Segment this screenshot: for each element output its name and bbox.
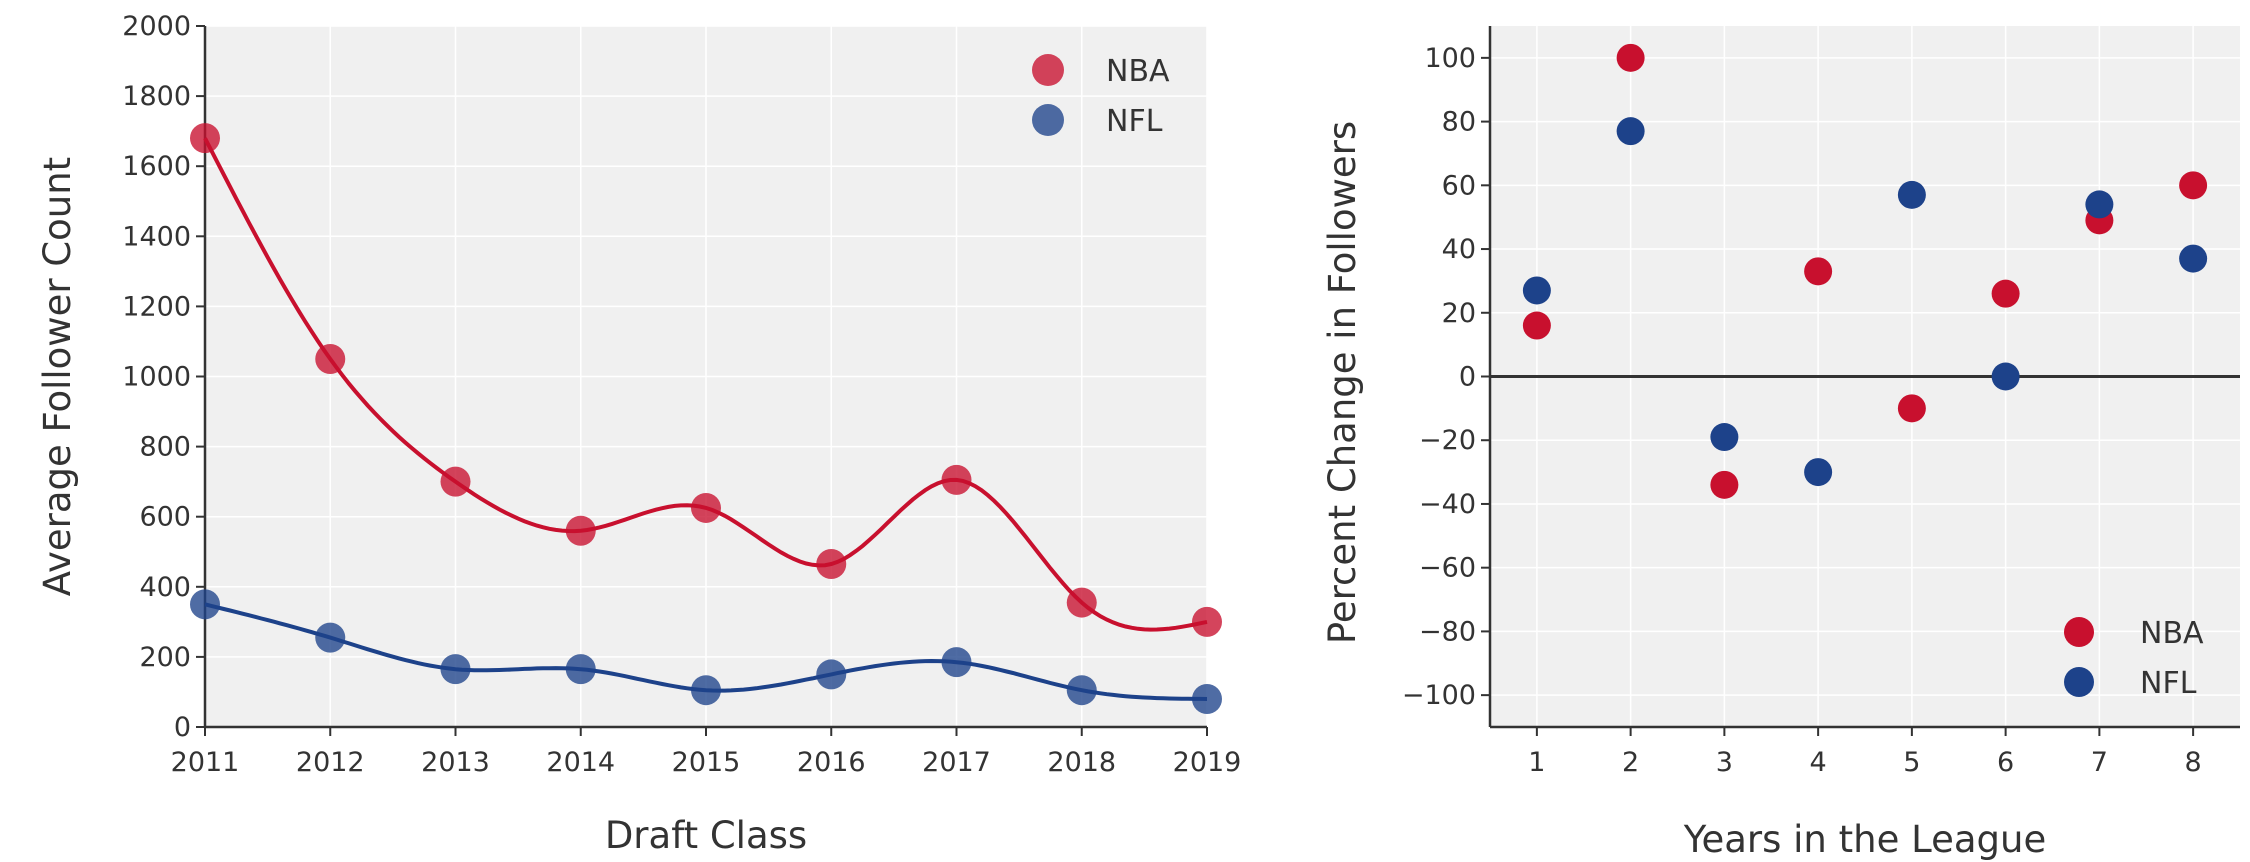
y-tick-label: 600: [139, 502, 191, 533]
x-tick-label: 5: [1903, 747, 1920, 778]
y-tick-label: 200: [139, 642, 191, 673]
data-point-nfl: [1192, 683, 1222, 714]
data-point-nfl: [1897, 180, 1926, 209]
data-point-nfl: [2085, 190, 2114, 219]
y-tick-label: −100: [1402, 680, 1476, 711]
y-tick-label: 60: [1442, 170, 1476, 201]
y-tick-label: −80: [1419, 616, 1476, 647]
data-point-nfl: [2179, 244, 2208, 273]
data-point-nba: [565, 515, 596, 546]
data-point-nfl: [691, 675, 721, 706]
data-point-nba: [1897, 394, 1926, 423]
data-point-nba: [2179, 171, 2208, 200]
data-point-nba: [1616, 43, 1645, 72]
x-tick-label: 7: [2091, 747, 2108, 778]
x-tick-label: 2019: [1173, 747, 1242, 778]
x-tick-label: 2017: [922, 747, 991, 778]
data-point-nfl: [1616, 117, 1645, 146]
data-point-nfl: [440, 654, 471, 685]
y-tick-label: 40: [1442, 234, 1476, 265]
y-tick-label: 1400: [122, 221, 191, 252]
data-point-nba: [1991, 279, 2020, 308]
y-tick-label: 100: [1424, 43, 1476, 74]
legend-marker-nba: [1032, 54, 1064, 86]
x-tick-label: 2013: [421, 747, 490, 778]
data-point-nba: [941, 464, 972, 495]
data-point-nfl: [1710, 423, 1739, 452]
legend-marker-nba: [2064, 617, 2094, 647]
x-tick-label: 2014: [546, 747, 615, 778]
y-tick-label: 2000: [122, 11, 191, 42]
y-axis-label: Average Follower Count: [36, 157, 79, 596]
x-axis-label: Draft Class: [605, 814, 807, 857]
x-tick-label: 8: [2185, 747, 2202, 778]
y-tick-label: 1800: [122, 81, 191, 112]
x-tick-label: 2: [1622, 747, 1639, 778]
data-point-nfl: [1804, 458, 1833, 487]
y-tick-label: 800: [139, 432, 191, 463]
data-point-nfl: [1522, 276, 1551, 305]
data-point-nfl: [1991, 362, 2020, 391]
data-point-nba: [1522, 311, 1551, 340]
x-tick-label: 2018: [1047, 747, 1116, 778]
data-point-nfl: [941, 647, 972, 678]
y-tick-label: 1200: [122, 291, 191, 322]
y-tick-label: 20: [1442, 298, 1476, 329]
chart-follower-count: 0 200 400 600 800 1000 1200 1400 1600 1800 2000 201…: [36, 11, 1241, 857]
y-tick-label: −20: [1419, 425, 1476, 456]
y-tick-label: −40: [1419, 489, 1476, 520]
y-tick-label: 1600: [122, 151, 191, 182]
data-point-nba: [691, 492, 721, 523]
data-point-nfl: [565, 654, 596, 685]
y-tick-label: 0: [1459, 362, 1476, 393]
legend-marker-nfl: [1032, 104, 1064, 136]
y-tick-label: 80: [1442, 107, 1476, 138]
data-point-nba: [1066, 587, 1097, 618]
y-tick-label: 400: [139, 572, 191, 603]
x-tick-label: 2011: [171, 747, 240, 778]
data-point-nba: [440, 466, 471, 497]
legend-label: NBA: [1106, 54, 1170, 89]
x-tick-label: 1: [1528, 747, 1545, 778]
legend-label: NFL: [1106, 104, 1163, 139]
data-point-nba: [1804, 257, 1833, 286]
legend-label: NFL: [2140, 666, 2197, 701]
data-point-nba: [816, 549, 847, 580]
y-axis-label: Percent Change in Followers: [1321, 121, 1364, 644]
x-tick-label: 2015: [672, 747, 741, 778]
y-tick-label: 0: [174, 712, 191, 743]
y-tick-label: −60: [1419, 553, 1476, 584]
x-tick-label: 2012: [296, 747, 365, 778]
x-tick-label: 3: [1716, 747, 1733, 778]
data-point-nba: [1710, 470, 1739, 499]
data-point-nba: [190, 123, 220, 154]
data-point-nfl: [190, 589, 220, 620]
legend-marker-nfl: [2064, 667, 2094, 697]
data-point-nba: [315, 343, 346, 374]
data-point-nba: [1192, 606, 1222, 637]
x-tick-label: 6: [1997, 747, 2014, 778]
chart-percent-change: 100 80 60 40 20 0 −20 −40 −60 −80 −100 1 2 3 4 5 6 7 8 Year…: [1321, 26, 2240, 861]
data-point-nfl: [315, 622, 346, 653]
x-axis-label: Years in the League: [1683, 818, 2046, 861]
x-tick-label: 4: [1810, 747, 1827, 778]
x-tick-label: 2016: [797, 747, 866, 778]
data-point-nfl: [1066, 675, 1097, 706]
legend-label: NBA: [2140, 616, 2204, 651]
y-tick-label: 1000: [122, 362, 191, 393]
data-point-nfl: [816, 659, 847, 690]
